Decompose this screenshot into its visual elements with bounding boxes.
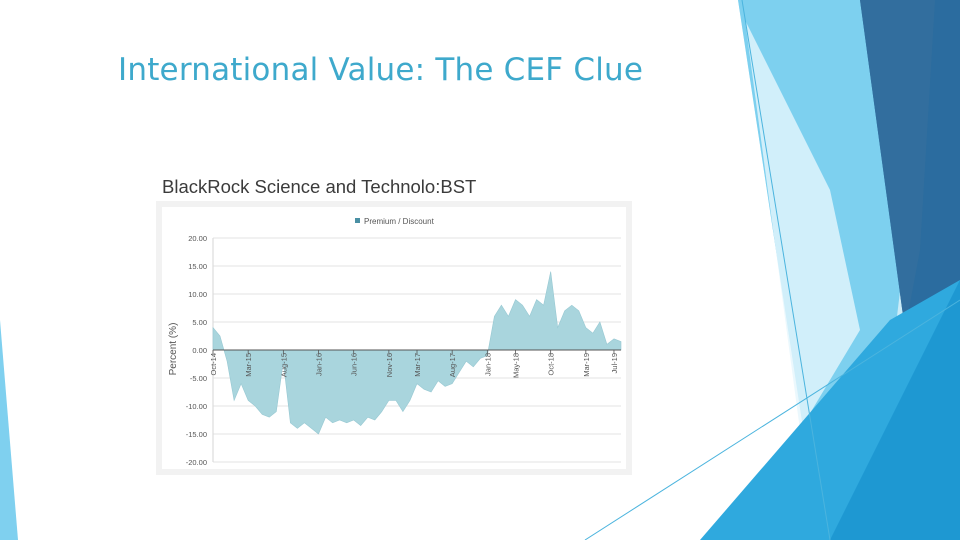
- slide-title: International Value: The CEF Clue: [118, 52, 644, 88]
- y-tick-label: 15.00: [188, 262, 207, 271]
- y-axis-label: Percent (%): [168, 323, 179, 376]
- y-tick-label: -15.00: [186, 430, 207, 439]
- x-tick-label: Mar-19: [582, 353, 591, 377]
- x-tick-label: Oct-18: [547, 353, 556, 376]
- legend-label: Premium / Discount: [364, 217, 435, 226]
- x-tick-label: Mar-17: [413, 353, 422, 377]
- deco-shape-pale: [745, 20, 860, 430]
- y-tick-label: 20.00: [188, 234, 207, 243]
- x-tick-label: Nov-16: [385, 353, 394, 377]
- y-tick-label: 10.00: [188, 290, 207, 299]
- y-tick-labels: 20.00 15.00 10.00 5.00 0.00 -5.00 -10.00 -15.00…: [186, 234, 207, 467]
- chart-title: BlackRock Science and Technolo:BST: [162, 176, 477, 197]
- chart-panel: 20.00 15.00 10.00 5.00 0.00 -5.00 -10.00 -15.00…: [156, 201, 632, 475]
- legend-marker: [355, 218, 360, 223]
- y-tick-label: -5.00: [190, 374, 207, 383]
- deco-shape-edge-left: [0, 320, 18, 540]
- chart-svg: 20.00 15.00 10.00 5.00 0.00 -5.00 -10.00 -15.00…: [162, 207, 626, 469]
- x-tick-label: Oct-14: [209, 353, 218, 376]
- x-tick-label: Jun-16: [350, 353, 359, 376]
- deco-shape-dark-mid: [860, 0, 935, 330]
- x-tick-label: Aug-17: [448, 353, 457, 377]
- x-tick-label: Jan-18: [483, 353, 492, 376]
- x-tick-labels: Oct-14 Mar-15 Aug-15 Jan-16 Jun-16 Nov-16 Mar-…: [209, 350, 619, 378]
- x-tick-label: Mar-15: [244, 353, 253, 377]
- x-tick-label: Jul-19: [610, 353, 619, 373]
- deco-line-a: [741, 0, 831, 540]
- x-tick-label: Aug-15: [279, 353, 288, 377]
- x-tick-label: May-18: [511, 353, 520, 378]
- y-tick-label: -10.00: [186, 402, 207, 411]
- deco-line-b: [584, 299, 960, 540]
- y-tick-label: 5.00: [192, 318, 207, 327]
- deco-shape-blue-deep: [830, 280, 960, 540]
- y-tick-label: 0.00: [192, 346, 207, 355]
- y-tick-label: -20.00: [186, 458, 207, 467]
- x-tick-label: Jan-16: [315, 353, 324, 376]
